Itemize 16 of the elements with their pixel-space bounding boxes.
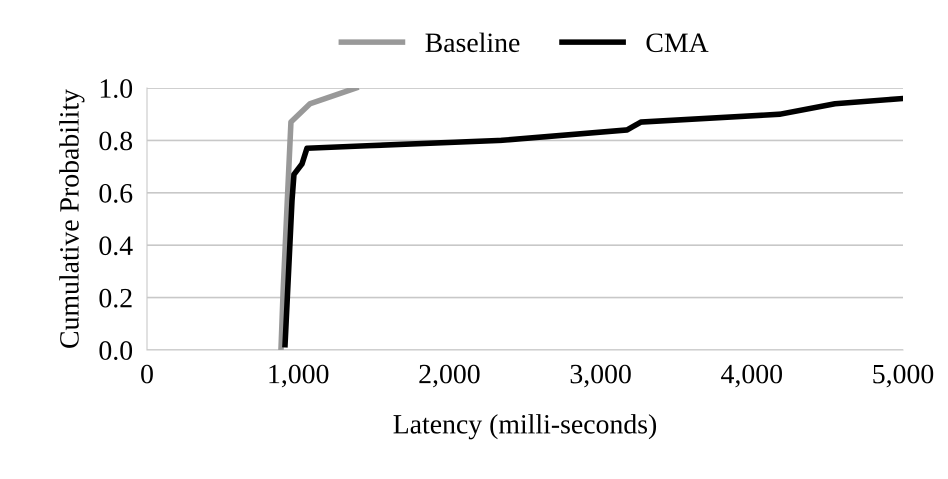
x-tick-label: 3,000 (570, 364, 631, 388)
y-tick-label: 0.2 (99, 288, 132, 308)
y-axis-title: Cumulative Probability (59, 89, 84, 348)
y-tick-label: 0.8 (99, 132, 132, 150)
legend-label: CMA (646, 33, 708, 52)
x-tick-label: 0 (141, 364, 153, 384)
y-tick-label: 0.6 (99, 184, 132, 203)
x-tick-label: 4,000 (721, 364, 782, 388)
x-axis-title: Latency (milli-seconds) (394, 414, 656, 440)
y-tick-label: 1.0 (100, 79, 132, 98)
x-tick-label: 2,000 (419, 364, 480, 388)
y-tick-label: 0.4 (99, 236, 133, 256)
x-tick-label: 5,000 (873, 364, 934, 388)
legend-label: Baseline (425, 32, 520, 52)
x-tick-label: 1,000 (269, 364, 328, 388)
y-tick-label: 0.0 (99, 341, 132, 360)
